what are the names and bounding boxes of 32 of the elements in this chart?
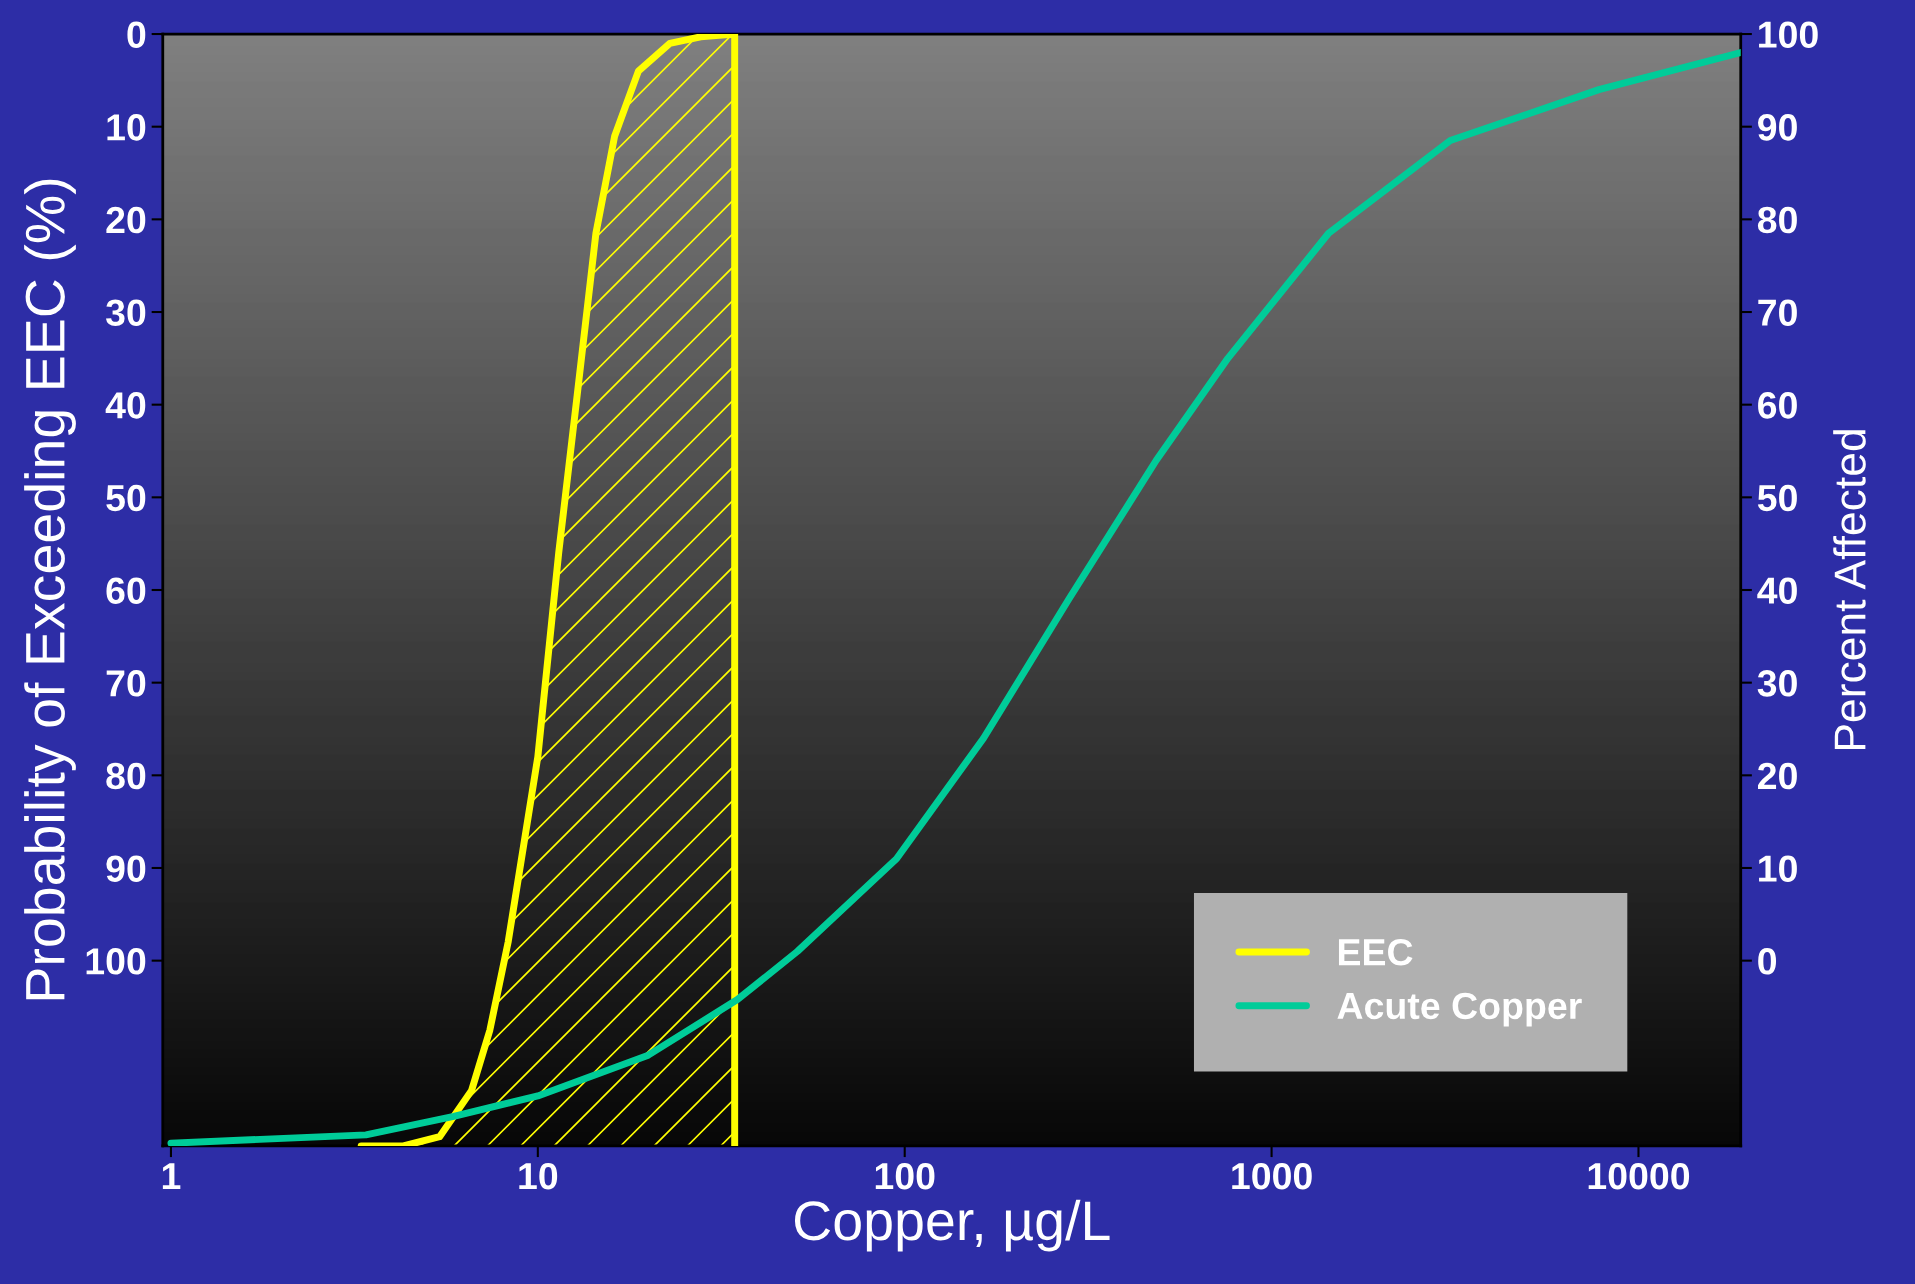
y-tick-label: 50 xyxy=(106,484,146,512)
x-tick-label: 1000 xyxy=(1232,1162,1312,1190)
y-tick-label: 20 xyxy=(106,206,146,234)
y-tick-label: 10 xyxy=(107,114,146,141)
y-tick-label: 30 xyxy=(105,299,146,327)
x-tick-label: 10000 xyxy=(1588,1162,1690,1190)
y2-tick-label: 70 xyxy=(1758,299,1797,326)
y2-tick-label: 80 xyxy=(1757,206,1797,234)
x-tick-label: 1 xyxy=(162,1163,181,1190)
y2-tick-label: 40 xyxy=(1757,577,1797,604)
y2-tick-label: 100 xyxy=(1759,21,1818,48)
legend-label: EEC xyxy=(1338,938,1413,966)
y-tick-label: 0 xyxy=(127,21,146,48)
y2-tick-label: 60 xyxy=(1758,392,1797,419)
y-tick-label: 70 xyxy=(106,670,146,697)
x-axis-title: Copper, µg/L xyxy=(794,1199,1110,1252)
y2-tick-label: 0 xyxy=(1758,948,1777,975)
y-tick-label: 80 xyxy=(106,762,146,790)
legend-label: Acute Copper xyxy=(1337,992,1582,1027)
y-tick-label: 60 xyxy=(106,577,146,604)
y2-tick-label: 20 xyxy=(1758,762,1797,790)
y2-tick-label: 10 xyxy=(1759,855,1797,882)
y2-tick-label: 90 xyxy=(1758,114,1797,141)
x-tick-label: 100 xyxy=(875,1162,935,1190)
y2-tick-label: 30 xyxy=(1757,670,1797,697)
y-tick-label: 90 xyxy=(106,855,146,882)
y-tick-label: 40 xyxy=(105,392,146,419)
y2-tick-label: 50 xyxy=(1757,484,1797,512)
x-tick-label: 10 xyxy=(519,1162,558,1190)
y-tick-label: 100 xyxy=(86,948,146,975)
y2-axis-title: Percent Affected xyxy=(1833,430,1866,750)
y-axis-title: Probability of Exceeding EEC (%) xyxy=(24,179,76,1000)
